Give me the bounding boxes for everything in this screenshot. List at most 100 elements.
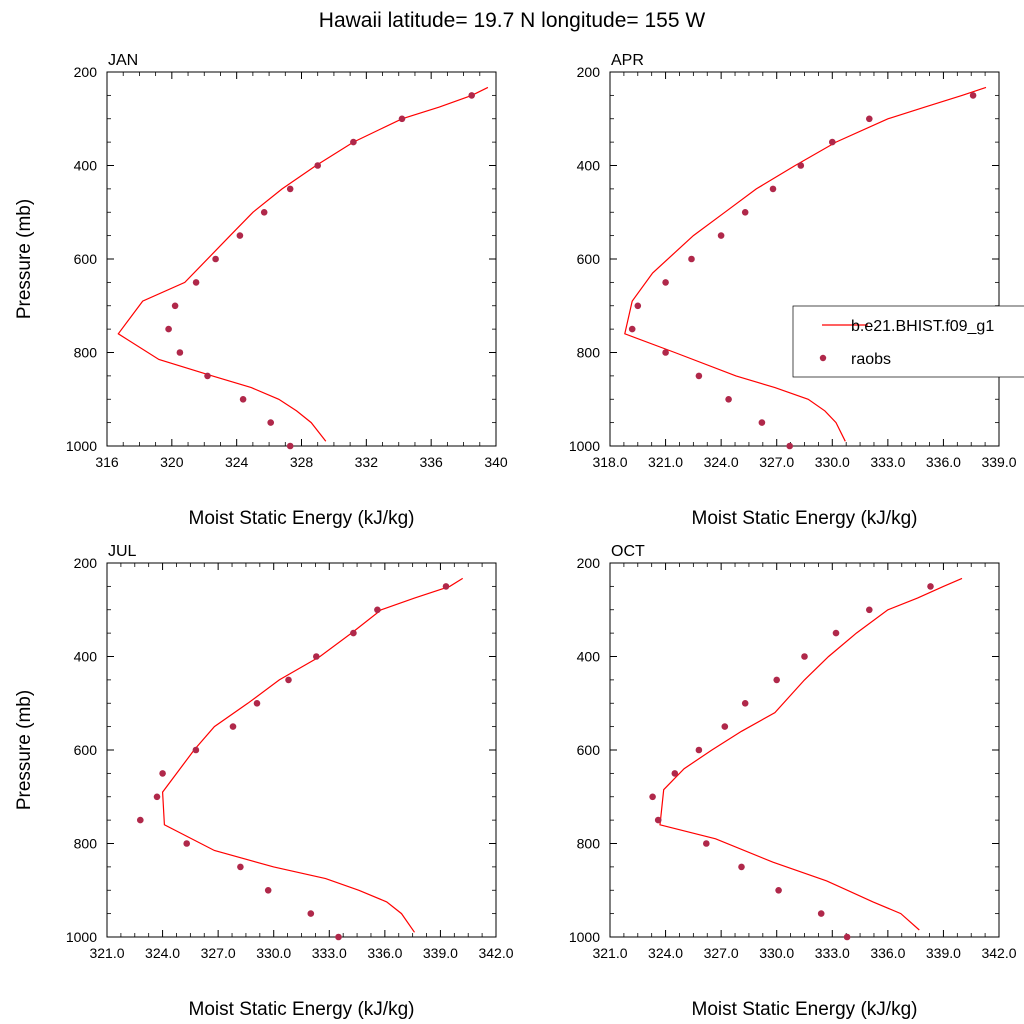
x-tick-label: 342.0 <box>478 945 513 961</box>
y-tick-label: 1000 <box>569 929 600 945</box>
raobs-point-oct <box>773 676 780 684</box>
y-tick-label: 600 <box>577 742 601 758</box>
raobs-point-oct <box>843 933 851 941</box>
raobs-point-oct <box>649 793 656 801</box>
x-tick-label: 327.0 <box>704 945 739 961</box>
x-tick-label: 324.0 <box>648 945 683 961</box>
x-axis-title: Moist Static Energy (kJ/kg) <box>189 999 415 1020</box>
raobs-point-oct <box>927 583 934 590</box>
raobs-point-apr <box>725 396 732 403</box>
x-axis-title: Moist Static Energy (kJ/kg) <box>692 508 918 529</box>
raobs-point-jan <box>260 209 268 216</box>
raobs-point-oct <box>817 910 825 917</box>
legend-label-raobs: raobs <box>851 351 891 368</box>
model-profile-line-oct <box>659 577 963 931</box>
y-tick-label: 400 <box>74 158 98 174</box>
raobs-point-oct <box>703 840 710 847</box>
raobs-point-oct <box>654 816 662 824</box>
raobs-point-jul <box>192 746 200 754</box>
x-tick-label: 342.0 <box>981 945 1016 961</box>
raobs-point-jul <box>442 583 450 590</box>
x-tick-label: 330.0 <box>256 945 291 961</box>
raobs-point-oct <box>721 723 729 730</box>
panel-label-jul: JUL <box>108 543 137 560</box>
raobs-point-apr <box>695 372 703 380</box>
legend-dot-sample <box>819 354 827 362</box>
raobs-point-jul <box>237 863 244 871</box>
y-tick-label: 400 <box>577 649 601 665</box>
panel-label-oct: OCT <box>611 543 645 560</box>
raobs-point-apr <box>634 302 642 310</box>
y-tick-label: 200 <box>577 64 601 80</box>
x-tick-label: 332 <box>355 454 379 470</box>
raobs-point-oct <box>832 629 840 637</box>
y-tick-label: 200 <box>577 555 601 571</box>
raobs-point-jan <box>236 232 244 239</box>
raobs-point-apr <box>969 92 977 99</box>
y-tick-label: 600 <box>74 742 98 758</box>
panel-jul: 321.0 324.0 327.0 330.0 333.0 336.0 339.0 342.0… <box>14 543 514 1020</box>
y-tick-label: 800 <box>577 836 601 852</box>
x-tick-label: 324.0 <box>145 945 180 961</box>
raobs-point-jul <box>313 653 320 660</box>
x-tick-label: 327.0 <box>201 945 236 961</box>
raobs-point-apr <box>741 209 749 216</box>
raobs-point-apr <box>717 232 725 239</box>
x-tick-label: 324.0 <box>704 454 739 470</box>
y-axis-title: Pressure (mb) <box>14 690 35 810</box>
raobs-point-apr <box>688 255 695 263</box>
legend-label-model: b.e21.BHIST.f09_g1 <box>851 318 994 335</box>
y-tick-label: 1000 <box>66 438 97 454</box>
raobs-point-oct <box>695 746 703 754</box>
raobs-point-jan <box>204 372 211 380</box>
raobs-point-jul <box>229 723 237 730</box>
raobs-point-jan <box>192 279 200 286</box>
raobs-point-jul <box>153 793 161 801</box>
raobs-point-oct <box>866 606 873 614</box>
x-tick-label: 321.0 <box>648 454 683 470</box>
x-tick-label: 333.0 <box>815 945 850 961</box>
raobs-point-jan <box>286 185 294 193</box>
legend: b.e21.BHIST.f09_g1 raobs <box>792 305 1024 378</box>
raobs-point-jan <box>239 396 247 403</box>
x-tick-label: 336.0 <box>870 945 905 961</box>
raobs-point-jul <box>253 700 261 707</box>
x-axis-title: Moist Static Energy (kJ/kg) <box>189 508 415 529</box>
raobs-point-jan <box>165 325 172 333</box>
raobs-point-apr <box>758 419 766 426</box>
x-tick-label: 339.0 <box>926 945 961 961</box>
raobs-point-apr <box>866 115 873 123</box>
raobs-point-jan <box>468 92 476 99</box>
x-tick-label: 339.0 <box>981 454 1016 470</box>
panel-label-jan: JAN <box>108 52 138 69</box>
y-tick-label: 400 <box>74 649 98 665</box>
x-tick-label: 336 <box>419 454 443 470</box>
panel-jan: 316 320 324 328 332 336 340 200 400 600 800 1000 JAN… <box>14 52 508 529</box>
raobs-point-apr <box>797 162 805 169</box>
raobs-point-jul <box>374 606 381 614</box>
y-tick-label: 800 <box>577 345 601 361</box>
x-tick-label: 327.0 <box>759 454 794 470</box>
x-tick-label: 336.0 <box>926 454 961 470</box>
x-tick-label: 339.0 <box>423 945 458 961</box>
raobs-point-apr <box>786 442 793 450</box>
x-tick-label: 321.0 <box>89 945 124 961</box>
x-tick-label: 330.0 <box>759 945 794 961</box>
raobs-point-jul <box>335 933 342 941</box>
raobs-point-jan <box>350 138 357 146</box>
panel-oct: 321.0 324.0 327.0 330.0 333.0 336.0 339.0 342.0… <box>569 543 1017 1020</box>
raobs-point-jul <box>159 770 166 777</box>
x-tick-label: 333.0 <box>312 945 347 961</box>
raobs-point-oct <box>775 887 782 894</box>
y-tick-label: 600 <box>74 251 98 267</box>
x-tick-label: 320 <box>160 454 184 470</box>
y-tick-label: 800 <box>74 345 98 361</box>
y-axis-title: Pressure (mb) <box>14 199 35 319</box>
x-tick-label: 318.0 <box>592 454 627 470</box>
x-tick-label: 336.0 <box>367 945 402 961</box>
raobs-point-oct <box>738 863 745 871</box>
y-tick-label: 600 <box>577 251 601 267</box>
y-tick-label: 400 <box>577 158 601 174</box>
raobs-point-apr <box>662 349 669 356</box>
